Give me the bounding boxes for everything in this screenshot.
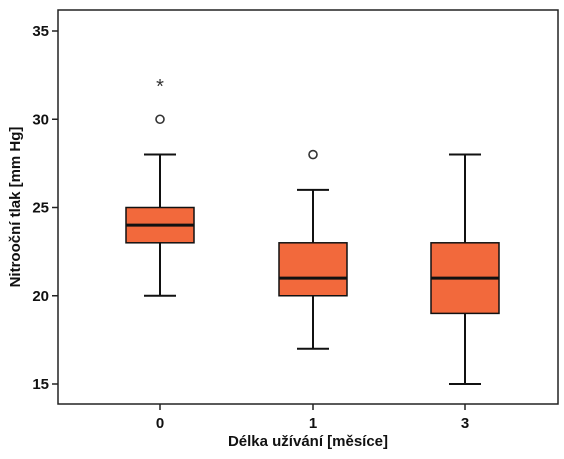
box-3 — [430, 153, 500, 385]
y-tick-label: 35 — [32, 23, 49, 40]
y-tick-label: 30 — [32, 111, 49, 128]
x-tick-label: 3 — [461, 415, 469, 432]
y-axis-title: Nitrooční tlak [mm Hg] — [7, 127, 24, 288]
extreme-point: * — [156, 76, 164, 98]
outlier-point — [308, 149, 318, 160]
outlier-point — [155, 114, 165, 125]
y-tick-label: 25 — [32, 200, 49, 217]
y-tick-label: 20 — [32, 288, 49, 305]
x-tick-label: 0 — [156, 415, 164, 432]
boxes: * — [125, 76, 500, 385]
y-tick-label: 15 — [32, 376, 49, 393]
x-tick-label: 1 — [309, 415, 317, 432]
x-axis: 0 1 3 — [156, 404, 469, 432]
x-axis-title: Délka užívání [měsíce] — [228, 433, 388, 450]
y-axis: 15 20 25 30 35 — [32, 23, 58, 393]
iqr-box — [278, 242, 348, 297]
box-1 — [278, 149, 348, 350]
box-0: * — [125, 76, 195, 297]
